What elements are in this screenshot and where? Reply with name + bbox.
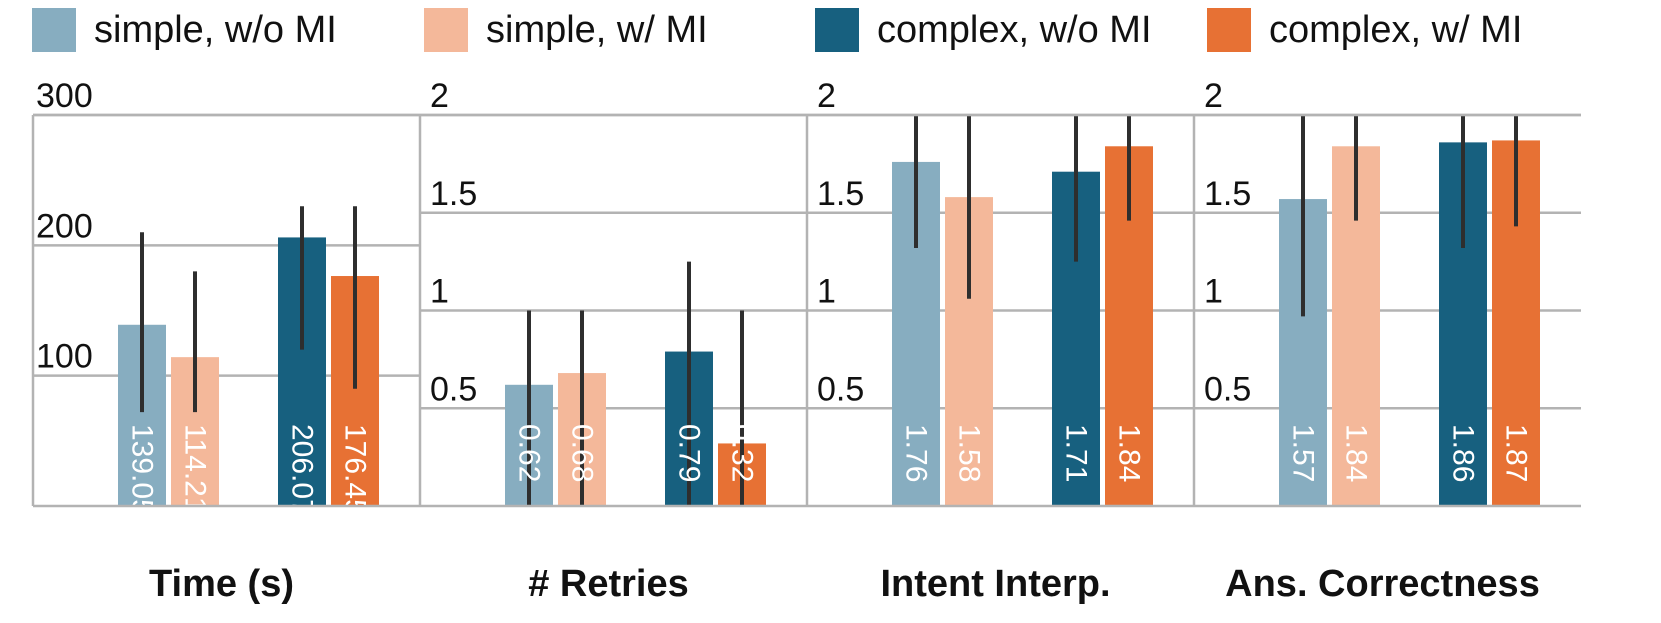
panel-2: 0.5 1 1.5 2 0.62 0.68 0.79 0.32 # Retries: [418, 77, 807, 605]
bar-value-label: 1.84: [1340, 424, 1373, 482]
y-tick-label: 1: [1204, 273, 1223, 311]
bar-value-label: 1.76: [900, 424, 933, 482]
legend-label: complex, w/o MI: [877, 8, 1152, 51]
y-tick-label: 2: [1204, 77, 1223, 115]
panel-1: 100 200 300 139.05 114.21 206.07 176.45 Time (s…: [31, 77, 420, 605]
bar-value-label: 0.68: [566, 424, 599, 482]
legend-swatch: [424, 8, 468, 52]
y-tick-label: 200: [36, 207, 93, 245]
bar-value-label: 0.79: [673, 424, 706, 482]
y-tick-label: 300: [36, 77, 93, 115]
y-tick-label: 0.5: [817, 370, 864, 408]
bar-value-label: 176.45: [339, 424, 372, 516]
legend-swatch: [815, 8, 859, 52]
bar-value-label: 1.58: [953, 424, 986, 482]
legend-swatch: [1207, 8, 1251, 52]
panel-4: 0.5 1 1.5 2 1.57 1.84 1.86 1.87 Ans. Correctness: [1192, 77, 1581, 605]
panel-title: Intent Interp.: [880, 563, 1110, 605]
panel-title: Time (s): [149, 563, 294, 605]
bar-value-label: 1.57: [1287, 424, 1320, 482]
legend-label: complex, w/ MI: [1269, 8, 1523, 51]
y-tick-label: 100: [36, 338, 93, 376]
legend-label: simple, w/ MI: [486, 8, 708, 51]
legend-swatch: [32, 8, 76, 52]
panel-title: # Retries: [528, 563, 689, 605]
legend-label: simple, w/o MI: [94, 8, 337, 51]
bar-value-label: 1.87: [1500, 424, 1533, 482]
legend-item-complex-without-mi: complex, w/o MI: [815, 8, 1152, 52]
chart-legend: simple, w/o MI simple, w/ MI complex, w/…: [0, 0, 1661, 60]
y-tick-label: 1.5: [430, 175, 477, 213]
legend-item-complex-with-mi: complex, w/ MI: [1207, 8, 1522, 52]
legend-item-simple-with-mi: simple, w/ MI: [424, 8, 708, 52]
bar-value-label: 139.05: [126, 424, 159, 516]
y-tick-label: 2: [817, 77, 836, 115]
bar-value-label: 1.71: [1060, 424, 1093, 482]
y-tick-label: 1: [817, 273, 836, 311]
panel-3: 0.5 1 1.5 2 1.76 1.58 1.71 1.84 Intent Interp.: [805, 77, 1194, 605]
legend-item-simple-without-mi: simple, w/o MI: [32, 8, 337, 52]
bar-value-label: 114.21: [179, 424, 212, 514]
panel-title: Ans. Correctness: [1225, 563, 1540, 605]
y-tick-label: 0.5: [1204, 370, 1251, 408]
y-tick-label: 1: [430, 273, 449, 311]
y-tick-label: 1.5: [817, 175, 864, 213]
bar-value-label: 1.84: [1113, 424, 1146, 482]
bar-value-label: 206.07: [286, 424, 319, 516]
bar-value-label: 0.62: [513, 424, 546, 482]
y-tick-label: 2: [430, 77, 449, 115]
bar-value-label: 1.86: [1447, 424, 1480, 482]
y-tick-label: 0.5: [430, 370, 477, 408]
y-tick-label: 1.5: [1204, 175, 1251, 213]
bar-value-label: 0.32: [726, 424, 759, 482]
